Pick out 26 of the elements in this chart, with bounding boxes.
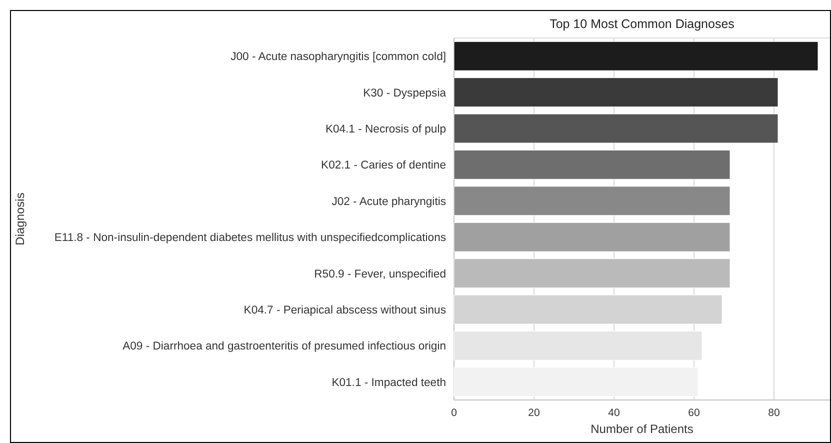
y-tick-label: E11.8 - Non-insulin-dependent diabetes mellitus with unspecifiedcomplications bbox=[54, 232, 446, 244]
y-tick-label: J02 - Acute pharyngitis bbox=[332, 196, 446, 208]
y-tick-label: K30 - Dyspepsia bbox=[363, 87, 447, 100]
y-tick-label: K01.1 - Impacted teeth bbox=[332, 376, 446, 389]
y-tick-label: K04.7 - Periapical abscess without sinus bbox=[244, 304, 446, 316]
bar bbox=[454, 41, 818, 71]
x-tick-label: 60 bbox=[688, 407, 700, 419]
x-tick-label: 20 bbox=[528, 407, 540, 419]
bar bbox=[454, 150, 730, 180]
bar bbox=[454, 258, 730, 288]
x-tick-label: 0 bbox=[451, 407, 458, 419]
bar bbox=[454, 78, 778, 108]
x-tick-label: 40 bbox=[608, 407, 620, 419]
x-tick-label: 80 bbox=[768, 407, 780, 419]
y-axis-title: Diagnosis bbox=[13, 192, 27, 246]
bar bbox=[454, 222, 730, 252]
bar bbox=[454, 186, 730, 216]
y-tick-label: J00 - Acute nasopharyngitis [common cold] bbox=[230, 51, 446, 64]
bar bbox=[454, 114, 778, 144]
x-axis-title: Number of Patients bbox=[590, 422, 694, 436]
y-tick-label: K02.1 - Caries of dentine bbox=[321, 160, 446, 172]
y-tick-label: R50.9 - Fever, unspecified bbox=[314, 268, 446, 280]
y-tick-label: K04.1 - Necrosis of pulp bbox=[325, 123, 446, 136]
bar bbox=[454, 367, 698, 397]
y-tick-label: A09 - Diarrhoea and gastroenteritis of presumed infectious origin bbox=[122, 340, 446, 353]
chart-title: Top 10 Most Common Diagnoses bbox=[550, 17, 734, 31]
